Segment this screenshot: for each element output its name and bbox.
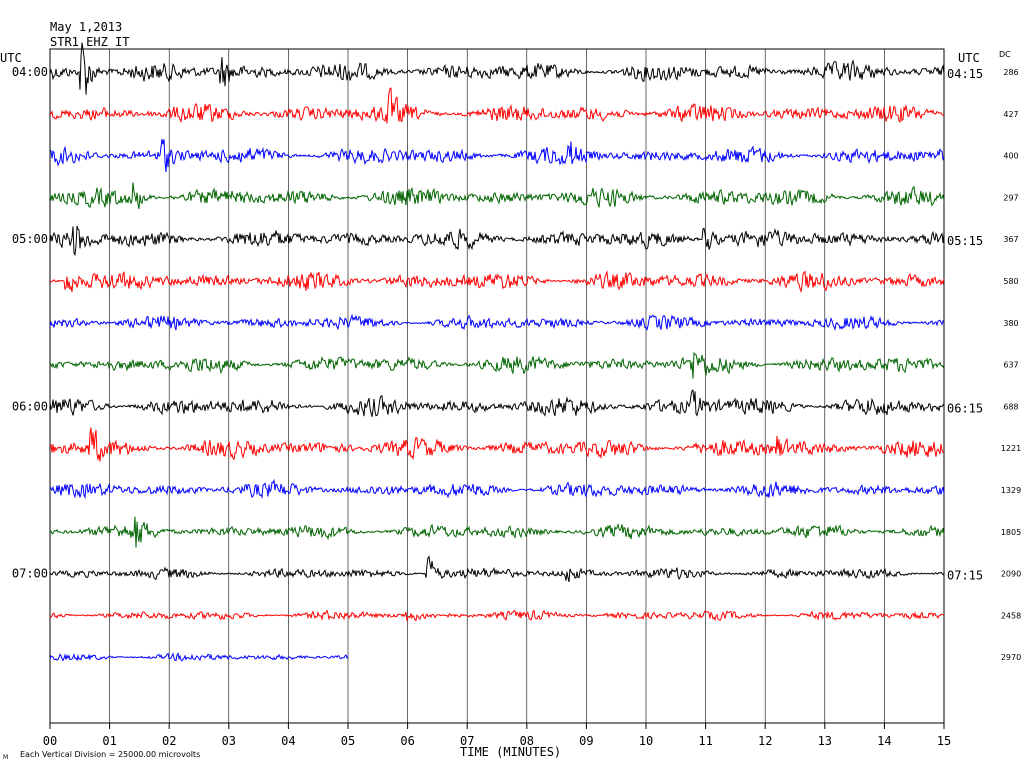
dc-values: 286 427 400 297 367 580 380 637 688 1221 1329 1805 2… [1001, 68, 1021, 662]
x-tick-label: 07 [460, 734, 474, 748]
seismic-trace [49, 609, 945, 622]
seismic-trace [49, 555, 945, 583]
dc-value: 688 [1003, 402, 1018, 411]
dc-value: 427 [1003, 110, 1018, 119]
dc-value: 2458 [1001, 611, 1021, 620]
seismic-trace [49, 516, 945, 548]
x-tick-label: 15 [937, 734, 951, 748]
seismic-trace [49, 652, 349, 662]
hour-label-right: 07:15 [947, 569, 983, 583]
x-tick-label: 11 [698, 734, 712, 748]
dc-value: 297 [1003, 193, 1018, 202]
hour-label-right: 05:15 [947, 234, 983, 248]
x-tick-label: 05 [341, 734, 355, 748]
dc-value: 1329 [1001, 486, 1021, 495]
hour-label-left: 07:00 [12, 567, 48, 581]
hour-labels: 04:00 04:15 05:00 05:15 06:00 06:15 07:00 07:15 [12, 65, 983, 583]
seismic-trace [49, 270, 945, 294]
scale-note: Each Vertical Division = 25000.00 microv… [20, 750, 200, 759]
dc-value: 580 [1003, 277, 1018, 286]
dc-value: 367 [1003, 235, 1018, 244]
seismic-trace [49, 427, 945, 462]
x-tick-label: 08 [520, 734, 534, 748]
dc-value: 2090 [1001, 570, 1021, 579]
x-axis-label: TIME (MINUTES) [460, 745, 561, 759]
x-tick-label: 02 [162, 734, 176, 748]
x-tick-label: 12 [758, 734, 772, 748]
hour-label-right: 06:15 [947, 401, 983, 415]
seismic-trace [49, 182, 945, 210]
seismic-trace [49, 313, 945, 331]
dc-value: 1221 [1001, 444, 1021, 453]
seismic-trace [49, 478, 945, 500]
seismic-trace [49, 87, 945, 124]
hour-label-left: 06:00 [12, 399, 48, 413]
dc-value: 286 [1003, 68, 1018, 77]
x-tick-label: 04 [281, 734, 295, 748]
x-axis-ticks: 00 01 02 03 04 05 06 07 08 09 10 11 12 13 14 15 [43, 734, 951, 748]
utc-left-label: UTC [0, 51, 22, 65]
seismic-trace [49, 139, 945, 173]
dc-value: 2970 [1001, 653, 1021, 662]
x-tick-label: 14 [877, 734, 891, 748]
hour-label-right: 04:15 [947, 67, 983, 81]
utc-right-label: UTC [958, 51, 980, 65]
chart-date: May 1,2013 [50, 20, 122, 34]
x-tick-label: 00 [43, 734, 57, 748]
dc-value: 380 [1003, 319, 1018, 328]
dc-value: 400 [1003, 152, 1018, 161]
seismic-trace [49, 225, 945, 256]
hour-label-left: 04:00 [12, 65, 48, 79]
x-tick-label: 03 [222, 734, 236, 748]
x-tick-label: 10 [639, 734, 653, 748]
x-tick-label: 13 [818, 734, 832, 748]
chart-station: STR1 EHZ IT [50, 35, 129, 49]
x-tick-label: 01 [102, 734, 116, 748]
footer-mark: M [3, 754, 8, 761]
dc-value: 637 [1003, 361, 1018, 370]
seismic-traces [49, 42, 945, 662]
dc-label: DC [999, 50, 1011, 59]
seismic-trace [49, 351, 945, 379]
x-tick-label: 06 [400, 734, 414, 748]
minute-grid [49, 48, 945, 729]
seismic-trace [49, 42, 945, 95]
dc-value: 1805 [1001, 528, 1021, 537]
hour-label-left: 05:00 [12, 232, 48, 246]
x-tick-label: 09 [579, 734, 593, 748]
seismic-trace [49, 389, 945, 417]
